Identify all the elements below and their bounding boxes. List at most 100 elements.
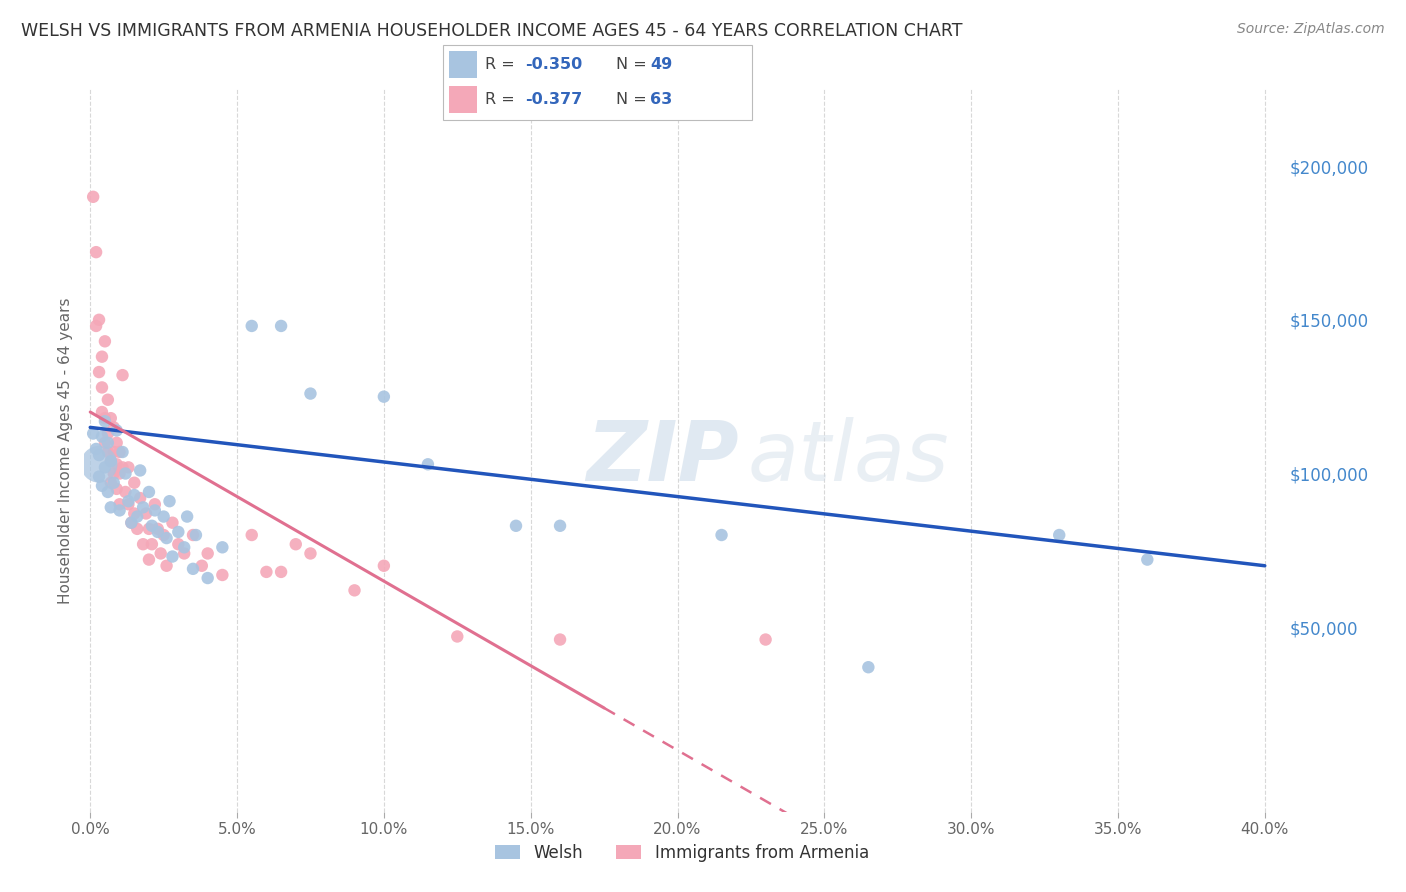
Point (97, 426, 120, 441)
Point (94, 411, 117, 425)
Text: N =: N = (616, 92, 652, 107)
Point (97, 435, 120, 450)
Point (91, 479, 114, 493)
Point (1136, 552, 1159, 566)
Point (82, 190, 104, 204)
Point (132, 537, 155, 551)
Point (103, 475, 125, 490)
Point (124, 475, 146, 490)
Point (105, 435, 128, 450)
Point (120, 516, 142, 530)
Point (87, 458, 110, 472)
Text: -0.377: -0.377 (524, 92, 582, 107)
Point (105, 458, 128, 472)
FancyBboxPatch shape (449, 87, 477, 112)
Point (111, 368, 134, 383)
Point (82, 426, 104, 441)
Point (173, 541, 195, 555)
Text: ZIP: ZIP (586, 417, 740, 499)
Point (167, 537, 190, 551)
Point (87, 313, 110, 327)
Point (117, 494, 139, 508)
Text: Source: ZipAtlas.com: Source: ZipAtlas.com (1237, 22, 1385, 37)
Point (373, 558, 395, 573)
Point (143, 503, 166, 517)
Point (94, 334, 117, 349)
Point (755, 632, 778, 647)
Point (141, 537, 163, 551)
Point (548, 632, 571, 647)
Point (84, 442, 107, 456)
Point (197, 571, 219, 585)
Point (94, 414, 117, 428)
Point (114, 485, 136, 500)
Point (146, 524, 169, 539)
Point (181, 562, 204, 576)
Point (105, 424, 128, 438)
Point (127, 522, 149, 536)
Point (149, 546, 172, 560)
Point (299, 546, 322, 560)
Point (100, 411, 122, 425)
Point (211, 568, 233, 582)
Point (162, 549, 184, 564)
Point (108, 497, 131, 511)
Point (710, 528, 733, 542)
Point (159, 494, 181, 508)
Point (117, 460, 139, 475)
Point (181, 528, 204, 542)
Point (446, 630, 468, 644)
Point (184, 528, 207, 542)
Point (87, 448, 110, 462)
Point (124, 488, 146, 502)
Point (111, 445, 134, 459)
Text: -0.350: -0.350 (524, 57, 582, 72)
Point (103, 445, 125, 459)
Point (91, 429, 114, 443)
Point (173, 546, 195, 560)
Point (91, 380, 114, 394)
Point (108, 503, 131, 517)
Point (284, 537, 307, 551)
Point (505, 518, 527, 533)
Point (155, 558, 177, 573)
Point (176, 509, 198, 524)
FancyBboxPatch shape (449, 52, 477, 78)
Text: 63: 63 (650, 92, 672, 107)
Point (94, 460, 117, 475)
Point (94, 435, 117, 450)
Point (114, 467, 136, 481)
Point (138, 522, 160, 536)
Point (146, 522, 169, 536)
Point (120, 516, 142, 530)
Y-axis label: Householder Income Ages 45 - 64 years: Householder Income Ages 45 - 64 years (58, 297, 73, 604)
Point (143, 497, 166, 511)
Text: atlas: atlas (748, 417, 949, 499)
Point (100, 454, 122, 468)
Point (97, 485, 120, 500)
Point (124, 507, 146, 521)
Point (416, 458, 439, 472)
Point (1047, 528, 1070, 542)
Legend: Welsh, Immigrants from Armenia: Welsh, Immigrants from Armenia (488, 837, 876, 869)
Point (97, 445, 120, 459)
Point (162, 516, 184, 530)
Point (100, 454, 122, 468)
Point (299, 386, 322, 401)
Text: 49: 49 (650, 57, 672, 72)
Text: N =: N = (616, 57, 652, 72)
Point (87, 365, 110, 379)
Point (108, 445, 131, 459)
Point (117, 497, 139, 511)
Point (91, 350, 114, 364)
FancyBboxPatch shape (443, 45, 752, 120)
Point (105, 482, 128, 496)
Point (100, 500, 122, 515)
Point (152, 528, 174, 542)
Point (103, 467, 125, 481)
Point (254, 565, 277, 579)
Point (127, 509, 149, 524)
Point (84, 318, 107, 333)
Point (84, 245, 107, 260)
Point (858, 660, 880, 674)
